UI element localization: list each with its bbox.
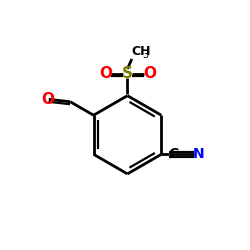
Text: N: N (193, 147, 204, 161)
Text: O: O (99, 66, 112, 81)
Text: C: C (168, 147, 178, 161)
Text: CH: CH (131, 45, 150, 58)
Text: O: O (143, 66, 156, 81)
Text: O: O (41, 92, 54, 107)
Text: 3: 3 (142, 50, 149, 60)
Text: S: S (122, 66, 133, 81)
